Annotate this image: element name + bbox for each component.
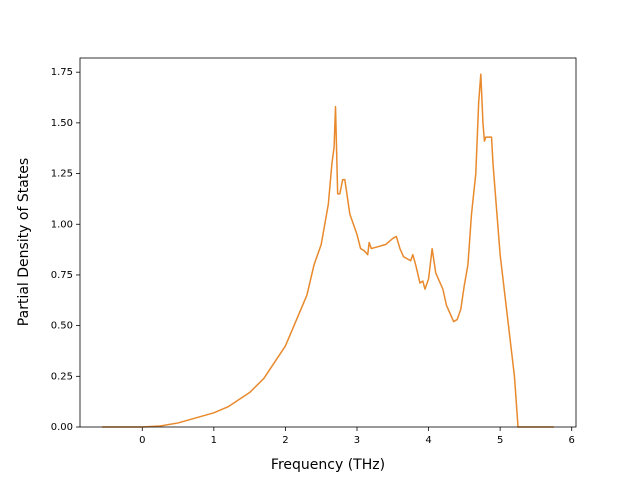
y-tick-label: 1.25: [51, 169, 73, 180]
y-tick-label: 1.75: [51, 67, 73, 78]
y-tick-label: 0.50: [51, 321, 73, 332]
y-axis-label: Partial Density of States: [16, 158, 32, 326]
x-tick-label: 5: [497, 435, 503, 446]
y-tick-label: 0.00: [51, 422, 73, 433]
x-axis-label: Frequency (THz): [271, 457, 385, 473]
x-tick-label: 4: [425, 435, 431, 446]
y-tick-label: 0.75: [51, 270, 73, 281]
x-tick-label: 2: [282, 435, 288, 446]
x-tick-label: 3: [354, 435, 360, 446]
x-tick-label: 6: [569, 435, 575, 446]
x-tick-label: 0: [139, 435, 145, 446]
y-tick-label: 1.00: [51, 219, 73, 230]
y-tick-label: 0.25: [51, 371, 73, 382]
x-tick-label: 1: [211, 435, 217, 446]
line: [102, 73, 554, 428]
y-tick-label: 1.50: [51, 118, 73, 129]
plot-frame: [79, 57, 577, 428]
